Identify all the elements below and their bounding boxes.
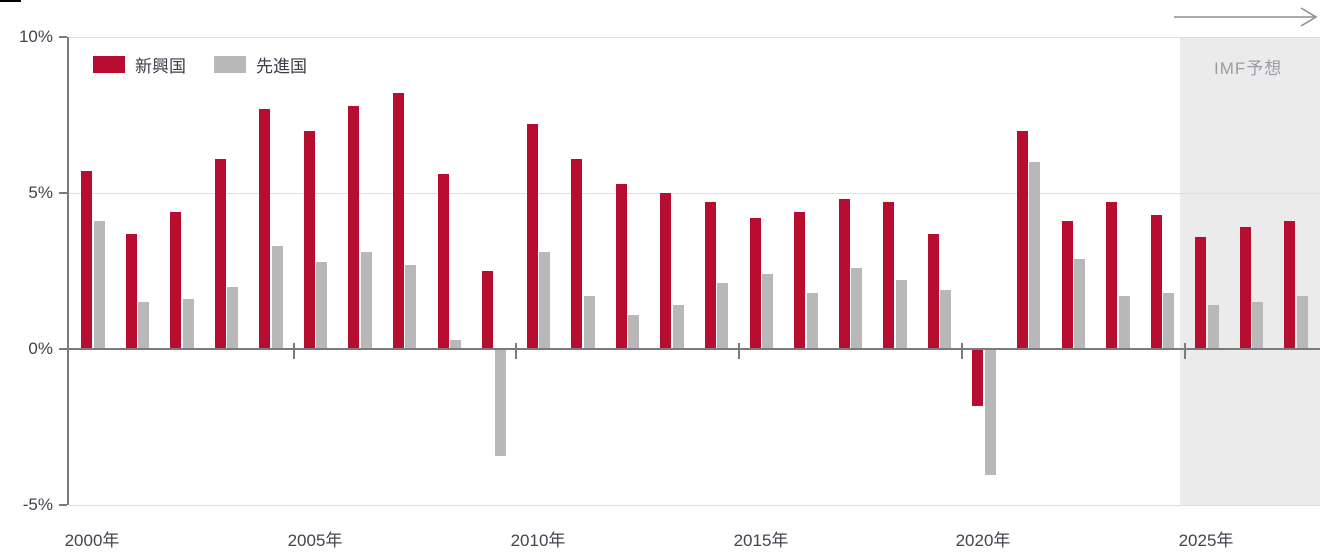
y-tick-10: [59, 36, 67, 38]
bar-advanced-2027: [1297, 296, 1308, 349]
bar-emerging-2004: [259, 109, 270, 349]
gridline-10: [69, 37, 1320, 38]
bar-advanced-2025: [1208, 305, 1219, 349]
legend-label-emerging: 新興国: [135, 57, 186, 76]
bar-emerging-2027: [1284, 221, 1295, 349]
bar-advanced-2005: [316, 262, 327, 349]
x-axis-label-2000: 2000年: [64, 531, 120, 550]
x-axis-label-2010: 2010年: [510, 531, 566, 550]
x-tick-2005: [293, 343, 295, 359]
imf-forecast-label: IMF予想: [1214, 59, 1283, 78]
bar-advanced-2002: [183, 299, 194, 349]
y-axis-label-5: 5%: [28, 183, 53, 202]
bar-emerging-2012: [616, 184, 627, 349]
y-axis-label--5: -5%: [22, 495, 53, 514]
legend-label-advanced: 先進国: [256, 57, 307, 76]
bar-emerging-2020: [972, 350, 983, 406]
x-axis-label-2025: 2025年: [1178, 531, 1234, 550]
bar-emerging-2003: [215, 159, 226, 349]
bar-advanced-2013: [673, 305, 684, 349]
bar-advanced-2016: [807, 293, 818, 349]
bar-emerging-2022: [1062, 221, 1073, 349]
bar-emerging-2009: [482, 271, 493, 349]
bar-emerging-2011: [571, 159, 582, 349]
zero-baseline: [69, 348, 1320, 350]
bar-advanced-2015: [762, 274, 773, 349]
bar-advanced-2008: [450, 340, 461, 349]
x-axis-label-2005: 2005年: [287, 531, 343, 550]
x-tick-2020: [961, 343, 963, 359]
bar-emerging-2000: [81, 171, 92, 349]
bar-emerging-2001: [126, 234, 137, 349]
x-axis-label-2020: 2020年: [955, 531, 1011, 550]
x-tick-2010: [515, 343, 517, 359]
bar-advanced-2000: [94, 221, 105, 349]
bar-advanced-2026: [1252, 302, 1263, 349]
border-artifact: [0, 0, 21, 2]
x-tick-2025: [1184, 343, 1186, 359]
bar-emerging-2007: [393, 93, 404, 349]
bar-advanced-2024: [1163, 293, 1174, 349]
bar-advanced-2019: [940, 290, 951, 349]
bar-emerging-2024: [1151, 215, 1162, 349]
bar-advanced-2003: [227, 287, 238, 349]
bar-emerging-2021: [1017, 131, 1028, 349]
y-tick--5: [59, 504, 67, 506]
bar-advanced-2006: [361, 252, 372, 349]
bar-advanced-2022: [1074, 259, 1085, 349]
bar-advanced-2007: [405, 265, 416, 349]
right-arrow-icon: [1174, 7, 1318, 27]
bar-emerging-2015: [750, 218, 761, 349]
bar-advanced-2004: [272, 246, 283, 349]
bar-advanced-2012: [628, 315, 639, 349]
bar-emerging-2008: [438, 174, 449, 349]
legend-swatch-emerging-icon: [93, 56, 125, 73]
bar-emerging-2010: [527, 124, 538, 349]
bar-advanced-2010: [539, 252, 550, 349]
bar-advanced-2011: [584, 296, 595, 349]
bar-emerging-2016: [794, 212, 805, 349]
bar-emerging-2014: [705, 202, 716, 349]
bar-emerging-2018: [883, 202, 894, 349]
x-axis-label-2015: 2015年: [733, 531, 789, 550]
bar-emerging-2006: [348, 106, 359, 349]
legend: 新興国 先進国: [93, 52, 307, 77]
y-axis-label-0: 0%: [28, 339, 53, 358]
bar-advanced-2009: [495, 350, 506, 456]
bar-advanced-2020: [985, 350, 996, 475]
bar-advanced-2018: [896, 280, 907, 349]
bar-emerging-2005: [304, 131, 315, 349]
bar-advanced-2021: [1029, 162, 1040, 349]
gridline-5: [69, 193, 1320, 194]
bar-emerging-2025: [1195, 237, 1206, 349]
y-axis-label-10: 10%: [18, 27, 53, 46]
y-tick-5: [59, 192, 67, 194]
y-tick-0: [59, 348, 67, 350]
bar-emerging-2017: [839, 199, 850, 349]
y-axis-line: [67, 37, 69, 505]
bar-emerging-2026: [1240, 227, 1251, 349]
bar-advanced-2014: [717, 283, 728, 349]
bar-advanced-2017: [851, 268, 862, 349]
bar-advanced-2023: [1119, 296, 1130, 349]
x-tick-2015: [738, 343, 740, 359]
legend-swatch-advanced-icon: [214, 56, 246, 73]
bar-emerging-2013: [660, 193, 671, 349]
bar-advanced-2001: [138, 302, 149, 349]
gridline--5: [69, 505, 1320, 506]
bar-emerging-2023: [1106, 202, 1117, 349]
bar-emerging-2002: [170, 212, 181, 349]
bar-emerging-2019: [928, 234, 939, 349]
